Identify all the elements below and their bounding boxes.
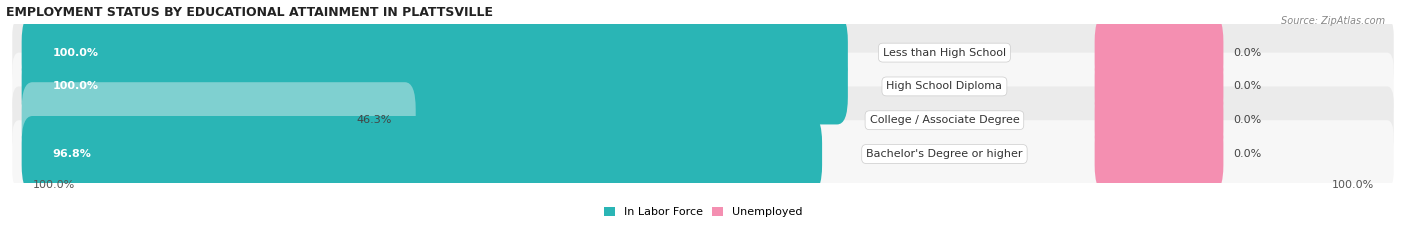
Text: 0.0%: 0.0% <box>1233 48 1261 58</box>
FancyBboxPatch shape <box>21 82 416 158</box>
Text: 100.0%: 100.0% <box>32 180 75 190</box>
Text: 100.0%: 100.0% <box>1331 180 1374 190</box>
Text: College / Associate Degree: College / Associate Degree <box>869 115 1019 125</box>
FancyBboxPatch shape <box>1095 15 1223 91</box>
FancyBboxPatch shape <box>13 53 1393 120</box>
FancyBboxPatch shape <box>21 116 823 192</box>
Text: 0.0%: 0.0% <box>1233 81 1261 91</box>
Text: 96.8%: 96.8% <box>52 149 91 159</box>
FancyBboxPatch shape <box>13 86 1393 154</box>
Text: 0.0%: 0.0% <box>1233 149 1261 159</box>
Text: 0.0%: 0.0% <box>1233 115 1261 125</box>
Text: 100.0%: 100.0% <box>52 48 98 58</box>
Legend: In Labor Force, Unemployed: In Labor Force, Unemployed <box>599 203 807 222</box>
FancyBboxPatch shape <box>13 120 1393 188</box>
FancyBboxPatch shape <box>21 48 848 124</box>
Text: Less than High School: Less than High School <box>883 48 1005 58</box>
Text: 100.0%: 100.0% <box>52 81 98 91</box>
FancyBboxPatch shape <box>1095 48 1223 124</box>
Text: High School Diploma: High School Diploma <box>886 81 1002 91</box>
FancyBboxPatch shape <box>1095 116 1223 192</box>
Text: 46.3%: 46.3% <box>356 115 391 125</box>
FancyBboxPatch shape <box>21 15 848 91</box>
Text: Source: ZipAtlas.com: Source: ZipAtlas.com <box>1281 16 1385 26</box>
FancyBboxPatch shape <box>1095 82 1223 158</box>
Text: Bachelor's Degree or higher: Bachelor's Degree or higher <box>866 149 1022 159</box>
FancyBboxPatch shape <box>13 19 1393 86</box>
Text: EMPLOYMENT STATUS BY EDUCATIONAL ATTAINMENT IN PLATTSVILLE: EMPLOYMENT STATUS BY EDUCATIONAL ATTAINM… <box>6 6 492 19</box>
